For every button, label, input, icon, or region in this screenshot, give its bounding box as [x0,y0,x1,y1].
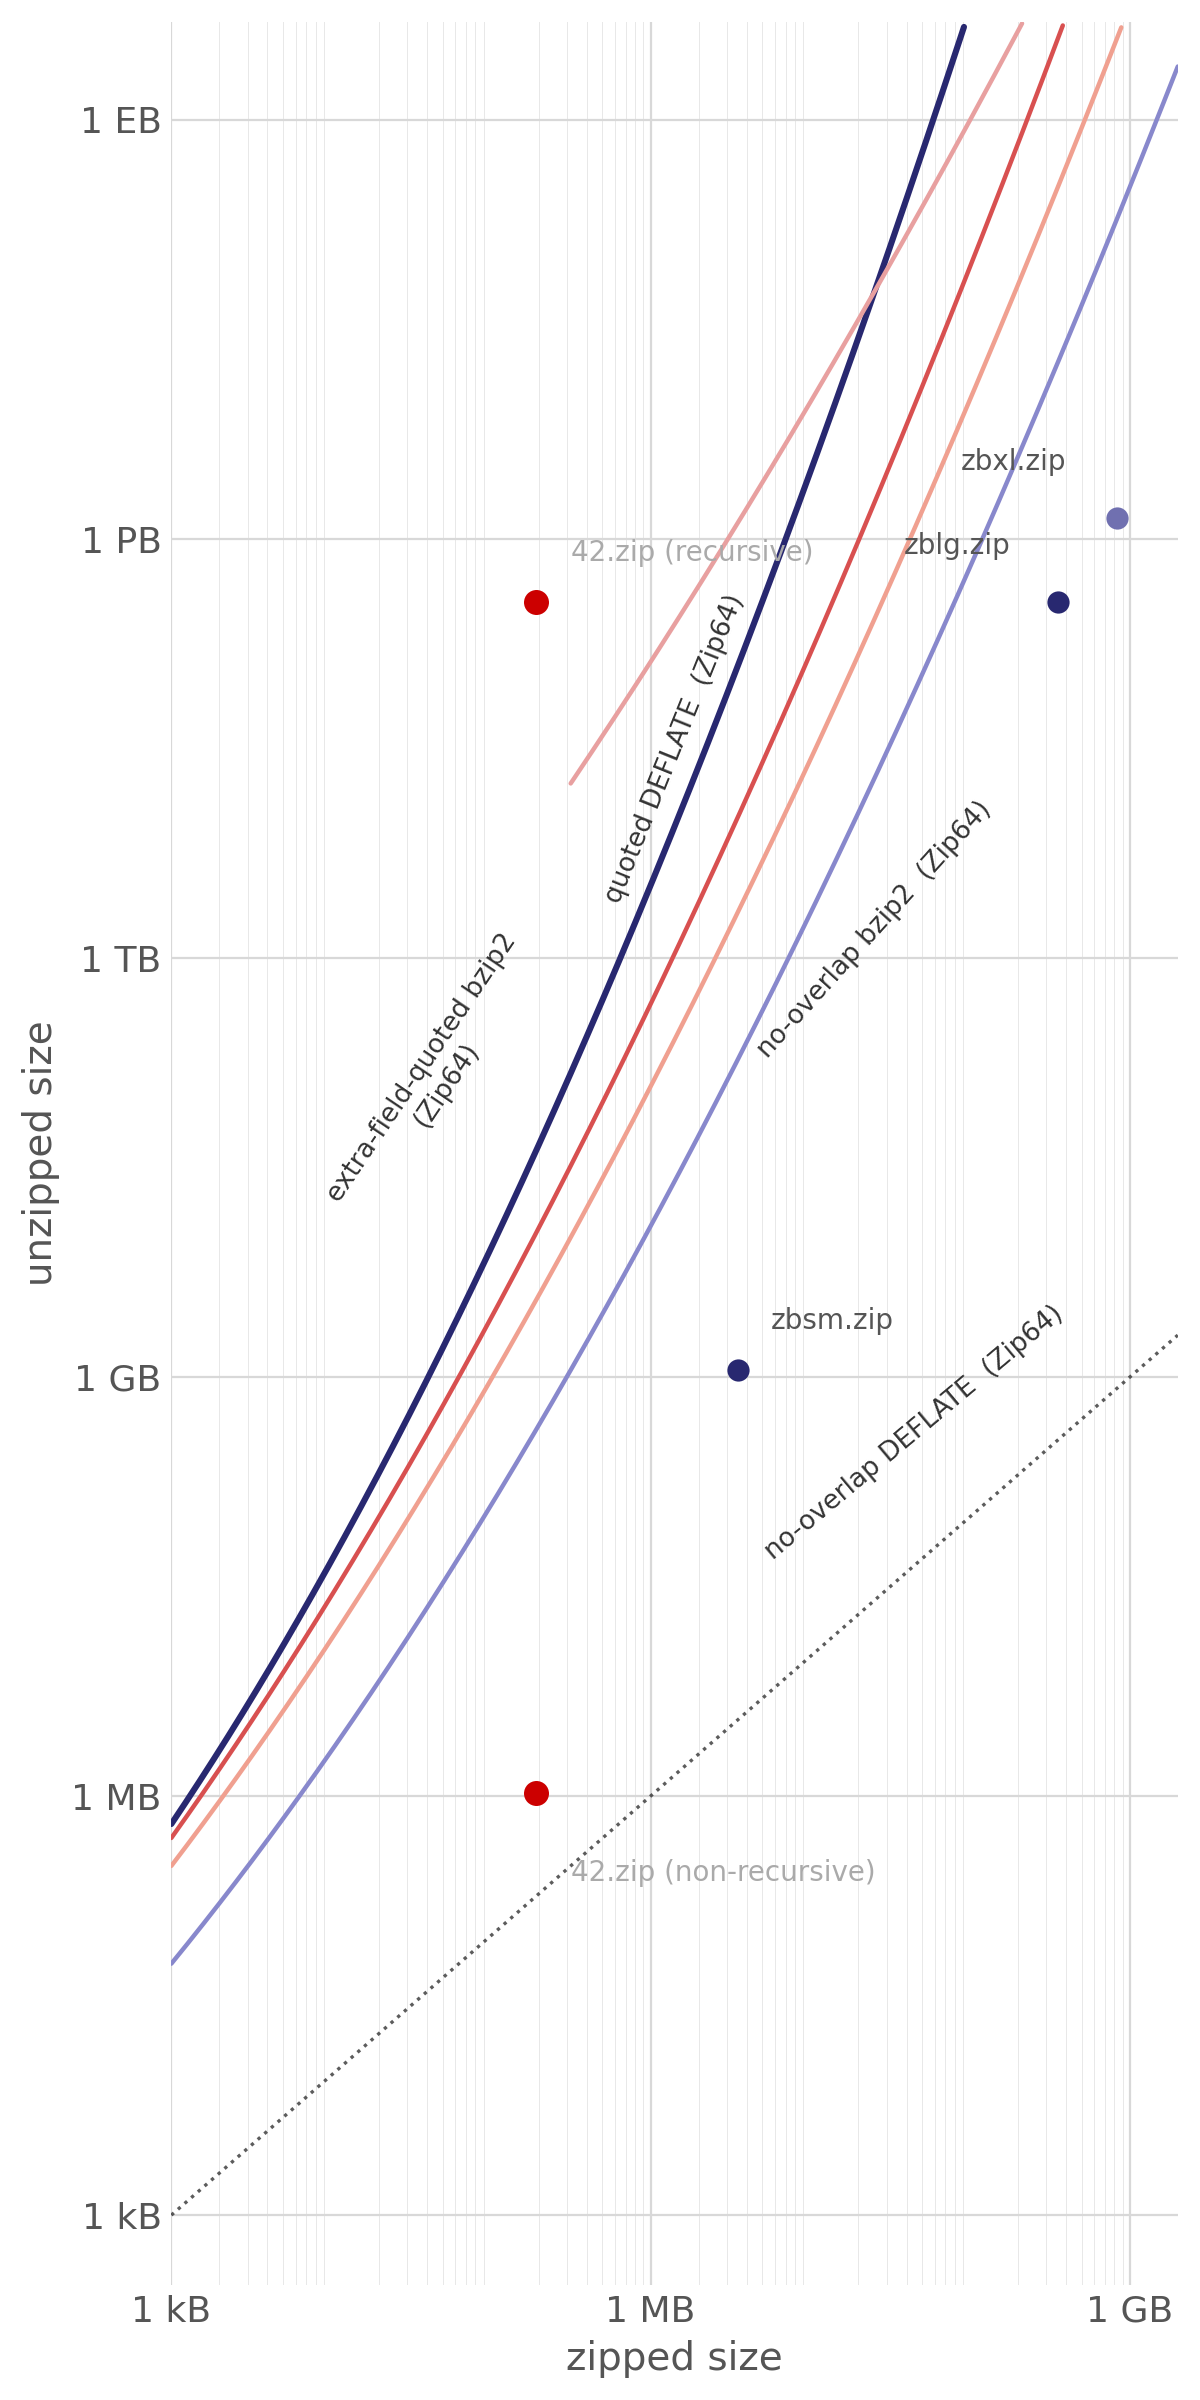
Text: zbxl.zip: zbxl.zip [960,449,1066,475]
Text: no-overlap bzip2  (Zip64): no-overlap bzip2 (Zip64) [752,797,996,1063]
Text: 42.zip (recursive): 42.zip (recursive) [571,540,814,566]
Text: zbsm.zip: zbsm.zip [770,1308,893,1334]
Text: quoted DEFLATE  (Zip64): quoted DEFLATE (Zip64) [600,590,749,907]
X-axis label: zipped size: zipped size [566,2340,782,2378]
Text: no-overlap DEFLATE  (Zip64): no-overlap DEFLATE (Zip64) [760,1301,1068,1565]
Text: extra-field-quoted bzip2
(Zip64): extra-field-quoted bzip2 (Zip64) [323,929,547,1224]
Text: zblg.zip: zblg.zip [904,533,1010,559]
Text: 42.zip (non-recursive): 42.zip (non-recursive) [571,1860,875,1886]
Y-axis label: unzipped size: unzipped size [23,1020,60,1286]
